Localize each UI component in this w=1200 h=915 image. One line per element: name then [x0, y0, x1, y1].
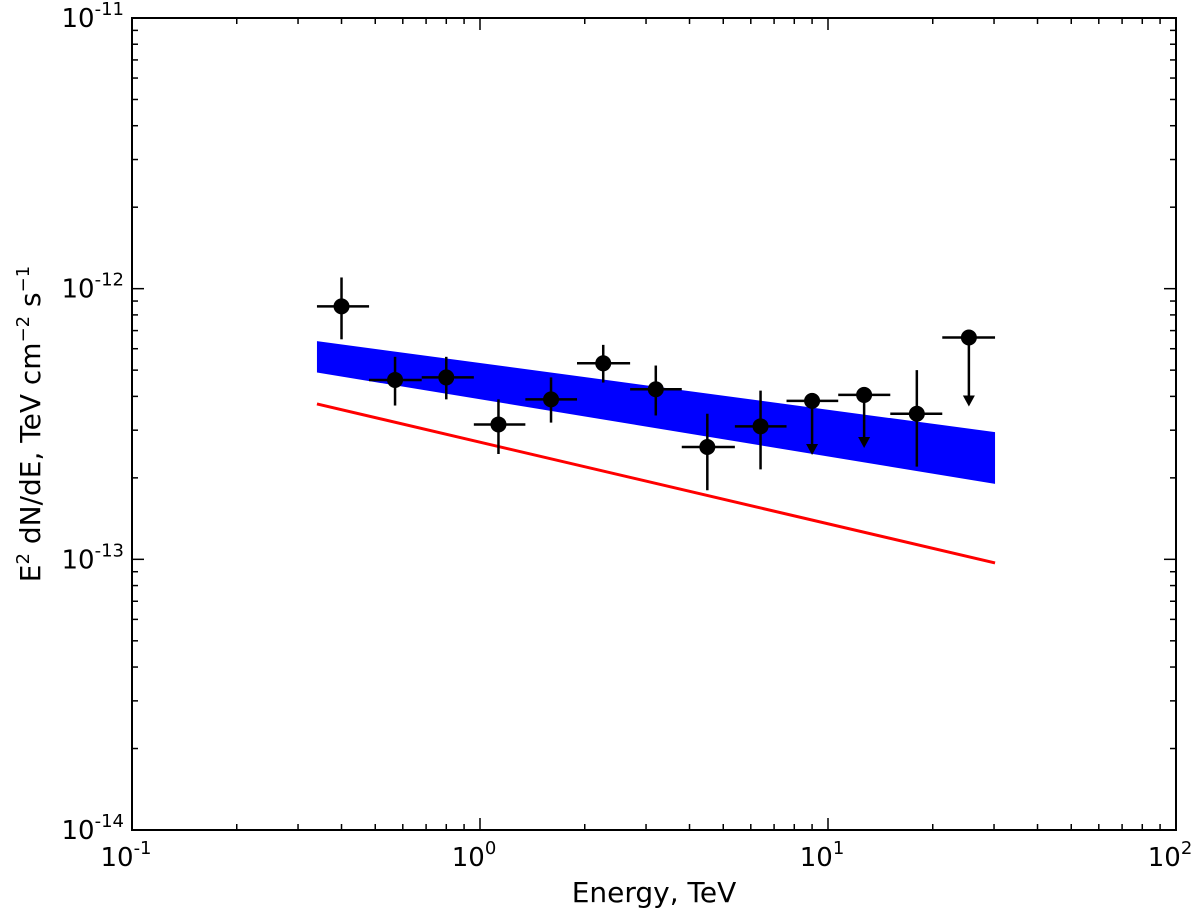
data-marker: [387, 371, 404, 388]
data-marker: [960, 329, 977, 346]
upper-limit-arrow-icon: [806, 443, 819, 455]
data-marker: [699, 439, 716, 456]
data-marker: [543, 391, 560, 408]
data-points-layer: [316, 277, 996, 491]
x-tick-label: 102: [1148, 838, 1193, 873]
y-tick-label: 10-11: [62, 0, 125, 34]
data-marker: [647, 381, 664, 398]
data-point-3: [421, 356, 474, 400]
plot-frame: [131, 17, 1177, 831]
y-tick-label: 10-14: [62, 811, 125, 846]
data-point-9: [734, 390, 787, 470]
x-axis-label: Energy, TeV: [572, 876, 737, 909]
data-marker: [490, 416, 507, 433]
x-tick-label: 10-1: [100, 838, 151, 873]
data-point-1: [316, 277, 370, 340]
data-point-11: [838, 386, 891, 449]
data-marker: [908, 405, 925, 422]
data-point-4: [473, 399, 526, 454]
data-marker: [752, 418, 769, 435]
data-point-6: [577, 344, 631, 383]
model-line-layer: [316, 402, 996, 565]
data-point-13: [942, 329, 996, 407]
data-marker: [595, 355, 612, 372]
data-point-8: [681, 413, 735, 491]
data-point-7: [630, 365, 682, 416]
data-point-2: [369, 356, 422, 406]
y-axis-label: E2 dN/dE, TeV cm−2 s−1: [13, 266, 47, 582]
data-point-12: [890, 370, 943, 467]
upper-limit-arrow-icon: [962, 395, 975, 407]
x-tick-label: 100: [452, 838, 497, 873]
data-point-5: [525, 377, 578, 423]
y-tick-label: 10-12: [62, 270, 125, 305]
data-marker: [333, 298, 350, 315]
x-tick-labels: 10-1 100 101 102: [100, 838, 1192, 873]
data-marker: [856, 386, 873, 403]
data-point-10: [786, 392, 839, 455]
upper-limit-arrow-icon: [858, 437, 871, 449]
model-line: [316, 402, 996, 565]
x-tick-label: 101: [800, 838, 845, 873]
y-tick-label: 10-13: [62, 540, 125, 575]
data-marker: [438, 369, 455, 386]
data-marker: [804, 392, 821, 409]
y-tick-labels: 10-14 10-13 10-12 10-11: [62, 0, 125, 846]
